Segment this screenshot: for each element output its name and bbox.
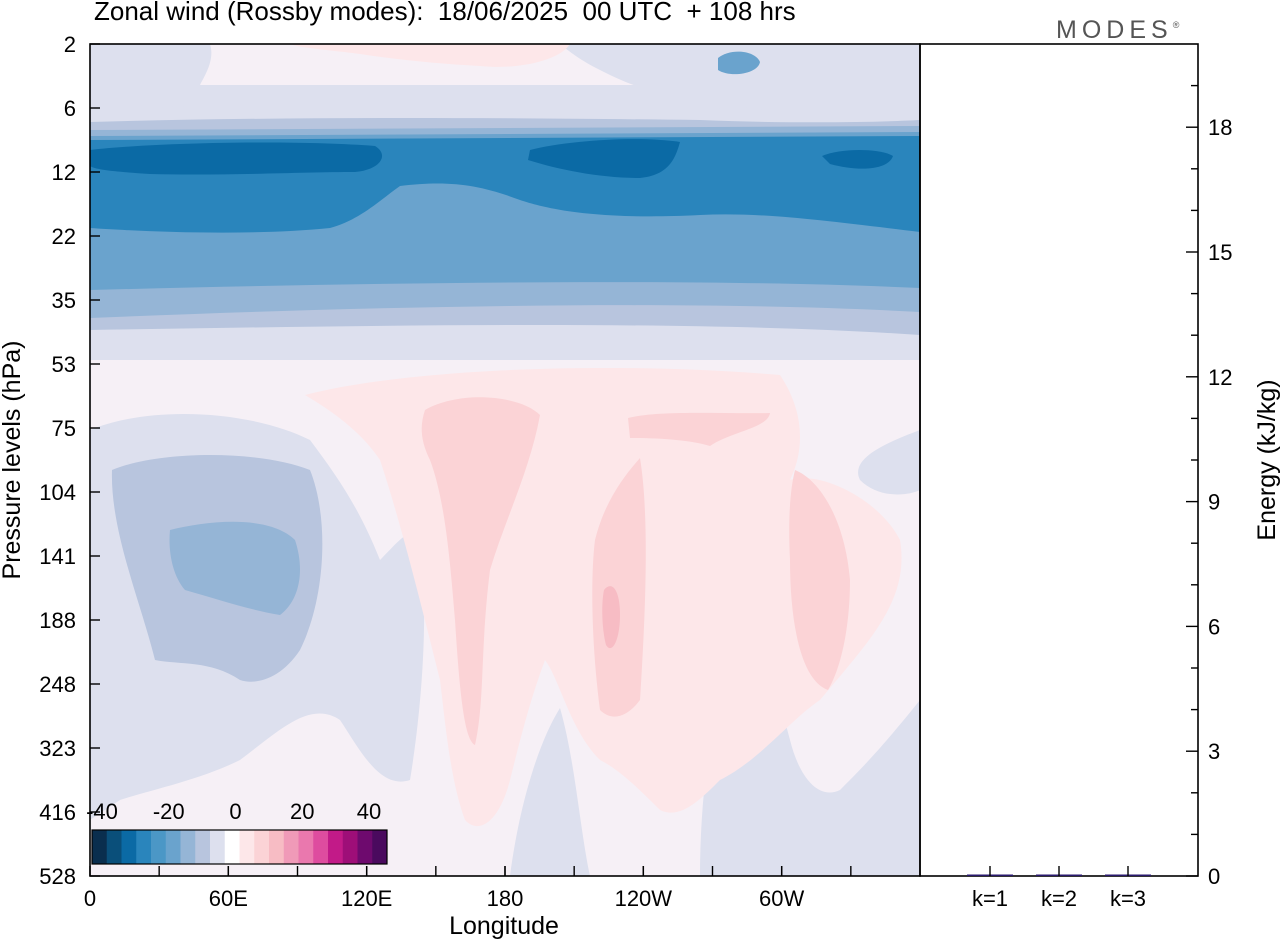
x-axis-label: Longitude xyxy=(449,912,559,940)
energy-tick-label: 18 xyxy=(1208,115,1232,140)
colorbar-swatch xyxy=(210,830,226,864)
colorbar: -40 -20 0 20 40 xyxy=(86,799,388,865)
colorbar-swatch xyxy=(313,830,329,864)
x-tick-label: 60E xyxy=(209,886,248,911)
energy-bars: k=1 k=2 k=3 xyxy=(967,866,1151,911)
contour-positive-near-180 xyxy=(421,397,540,745)
colorbar-frame xyxy=(91,829,388,865)
y-tick-label: 22 xyxy=(52,224,76,249)
y-tick-label: 104 xyxy=(39,480,76,505)
energy-axis-label: Energy (kJ/kg) xyxy=(1253,379,1280,540)
energy-axis: 0 3 6 9 12 15 18 xyxy=(1186,84,1232,889)
modes-logo: MODES® xyxy=(1056,16,1179,45)
energy-tick-label: 3 xyxy=(1208,739,1220,764)
colorbar-swatch xyxy=(180,830,196,864)
colorbar-tick-label: 40 xyxy=(357,799,381,824)
energy-category-label: k=2 xyxy=(1041,886,1077,911)
colorbar-tick-label: -20 xyxy=(153,799,185,824)
y-tick-label: 12 xyxy=(52,160,76,185)
energy-tick-label: 6 xyxy=(1208,614,1220,639)
x-tick-label: 120E xyxy=(341,886,392,911)
x-tick-label: 0 xyxy=(84,886,96,911)
colorbar-tick-label: -40 xyxy=(86,799,118,824)
energy-category-label: k=1 xyxy=(972,886,1008,911)
colorbar-swatch xyxy=(195,830,211,864)
colorbar-tick-label: 20 xyxy=(290,799,314,824)
colorbar-swatch xyxy=(328,830,344,864)
colorbar-swatch xyxy=(357,830,373,864)
colorbar-swatch xyxy=(151,830,167,864)
energy-tick-label: 9 xyxy=(1208,490,1220,515)
energy-category-label: k=3 xyxy=(1110,886,1146,911)
colorbar-swatch xyxy=(254,830,270,864)
logo-text: MODES xyxy=(1056,16,1173,44)
contour-right-edge-negative xyxy=(858,430,920,495)
wind-contour-field xyxy=(90,44,920,876)
colorbar-swatch xyxy=(342,830,358,864)
y-tick-label: 528 xyxy=(39,864,76,889)
longitude-axis: 0 60E 120E 180 120W 60W xyxy=(84,866,852,911)
contour-upper-right-light xyxy=(560,44,920,120)
contour-troposphere-negative-core xyxy=(169,521,300,615)
energy-tick-label: 12 xyxy=(1208,365,1232,390)
colorbar-tick-label: 0 xyxy=(229,799,241,824)
contour-upper-small-negative xyxy=(718,51,760,75)
chart-title: Zonal wind (Rossby modes): 18/06/2025 00… xyxy=(94,0,796,26)
y-tick-label: 141 xyxy=(39,544,76,569)
colorbar-swatch xyxy=(269,830,285,864)
contour-positive-strip xyxy=(628,412,770,446)
y-tick-label: 2 xyxy=(64,32,76,57)
y-tick-label: 53 xyxy=(52,352,76,377)
colorbar-swatch xyxy=(121,830,137,864)
energy-tick-label: 15 xyxy=(1208,240,1232,265)
x-tick-label: 120W xyxy=(615,886,673,911)
colorbar-swatch xyxy=(283,830,299,864)
colorbar-swatch xyxy=(136,830,152,864)
energy-panel-frame xyxy=(919,43,1199,877)
energy-tick-label: 0 xyxy=(1208,864,1220,889)
colorbar-swatch xyxy=(165,830,181,864)
y-tick-label: 416 xyxy=(39,800,76,825)
y-tick-label: 248 xyxy=(39,672,76,697)
logo-registered-mark: ® xyxy=(1172,20,1180,30)
contour-positive-near-60w xyxy=(789,470,850,690)
colorbar-swatch xyxy=(239,830,255,864)
y-tick-label: 323 xyxy=(39,736,76,761)
y-axis-label: Pressure levels (hPa) xyxy=(0,341,26,580)
colorbar-swatch xyxy=(224,830,240,864)
y-tick-label: 6 xyxy=(64,96,76,121)
contour-core-right xyxy=(822,150,893,169)
colorbar-swatch xyxy=(92,830,108,864)
contour-lower-negative-center xyxy=(510,708,590,876)
y-tick-label: 35 xyxy=(52,288,76,313)
x-tick-label: 60W xyxy=(759,886,804,911)
y-tick-label: 75 xyxy=(52,416,76,441)
contour-positive-near-120w xyxy=(592,458,646,717)
colorbar-swatch xyxy=(298,830,314,864)
y-tick-label: 188 xyxy=(39,608,76,633)
contour-core-middle xyxy=(528,139,680,178)
colorbar-swatch xyxy=(372,830,388,864)
contour-core-left xyxy=(90,142,383,175)
contour-positive-core xyxy=(602,586,620,649)
x-tick-label: 180 xyxy=(487,886,524,911)
pressure-axis: 2 6 12 22 35 53 75 104 141 188 248 323 416 528 xyxy=(39,32,100,889)
colorbar-swatch xyxy=(106,830,122,864)
contour-upper-positive xyxy=(290,44,570,67)
